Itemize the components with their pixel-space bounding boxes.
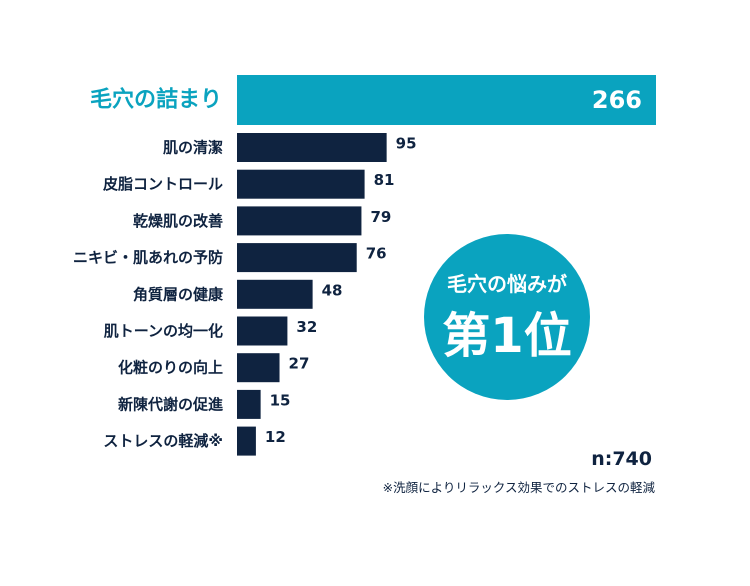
value-label-5: 48: [322, 281, 343, 299]
category-labels-group: 毛穴の詰まり肌の清潔皮脂コントロール乾燥肌の改善ニキビ・肌あれの予防角質層の健康…: [73, 87, 224, 451]
badge-line1: 毛穴の悩みが: [447, 272, 567, 296]
category-label-5: 角質層の健康: [133, 285, 224, 303]
category-label-3: 乾燥肌の改善: [133, 212, 223, 230]
value-label-7: 27: [289, 355, 310, 373]
rank-badge: 毛穴の悩みが 第1位: [424, 234, 590, 400]
category-label-1: 肌の清潔: [163, 139, 223, 157]
bar-5: [237, 279, 313, 309]
badge-line2: 第1位: [442, 308, 571, 364]
value-label-4: 76: [366, 245, 387, 263]
category-label-4: ニキビ・肌あれの予防: [73, 249, 223, 267]
category-label-8: 新陳代謝の促進: [118, 395, 224, 413]
bar-2: [237, 169, 365, 199]
category-label-0: 毛穴の詰まり: [90, 87, 222, 113]
bars-group: [237, 75, 656, 456]
value-label-8: 15: [270, 391, 291, 409]
category-label-6: 肌トーンの均一化: [104, 322, 223, 340]
value-label-9: 12: [265, 428, 286, 446]
sample-size-label: n:740: [591, 448, 652, 470]
bar-7: [237, 353, 280, 383]
value-label-3: 79: [370, 208, 391, 226]
badge-circle: [424, 234, 590, 400]
value-label-2: 81: [374, 171, 395, 189]
bar-6: [237, 316, 288, 346]
bar-0: [237, 75, 656, 125]
bar-1: [237, 133, 387, 162]
value-label-0: 266: [592, 86, 642, 114]
bar-8: [237, 389, 261, 419]
category-label-9: ストレスの軽減※: [103, 432, 223, 450]
footnote: ※洗顔によりリラックス効果でのストレスの軽減: [383, 480, 656, 495]
bar-4: [237, 243, 357, 273]
bar-3: [237, 206, 362, 236]
value-label-1: 95: [396, 135, 417, 153]
category-label-2: 皮脂コントロール: [103, 175, 223, 193]
category-label-7: 化粧のりの向上: [118, 359, 223, 377]
value-label-6: 32: [296, 318, 317, 336]
bar-9: [237, 426, 256, 456]
